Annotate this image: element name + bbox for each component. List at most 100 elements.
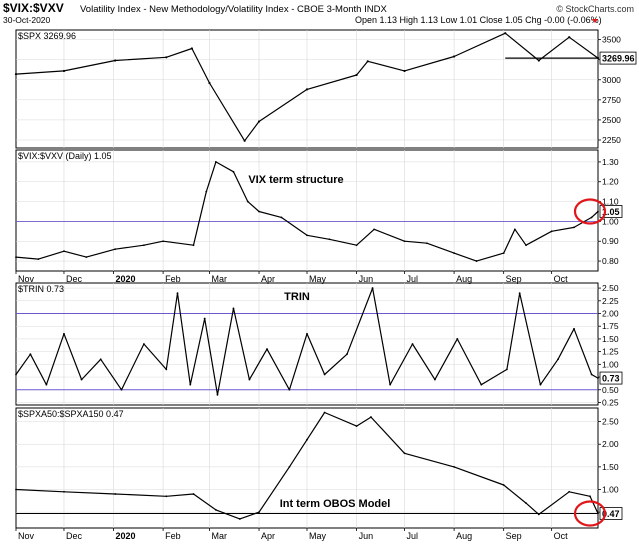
data-point	[590, 373, 593, 376]
data-point	[539, 383, 542, 386]
stockcharts-watermark: © StockCharts.com	[556, 4, 634, 14]
y-tick-label: 2250	[602, 135, 621, 145]
data-point	[518, 292, 521, 295]
data-point	[214, 161, 217, 163]
x-tick-label: Dec	[66, 274, 83, 284]
data-point	[114, 59, 117, 62]
data-point	[248, 378, 251, 381]
data-point	[29, 353, 32, 356]
data-point	[426, 242, 428, 245]
data-point	[403, 69, 406, 73]
data-point	[323, 373, 326, 376]
data-point	[232, 170, 235, 173]
x-tick-label: Dec	[66, 531, 83, 541]
y-tick-label: 2.50	[602, 283, 619, 293]
data-point	[355, 73, 358, 77]
panel-label: $TRIN 0.73	[18, 284, 64, 294]
x-tick-label: Nov	[18, 274, 35, 284]
data-point	[258, 210, 260, 213]
data-point	[62, 69, 66, 73]
x-tick-label: 2020	[116, 274, 136, 284]
data-point	[143, 244, 145, 247]
data-point	[389, 383, 392, 386]
data-point	[165, 495, 168, 498]
y-tick-label: 1.00	[602, 216, 619, 226]
data-point	[373, 228, 376, 231]
x-tick-label: Jun	[359, 531, 374, 541]
data-point	[162, 240, 164, 243]
x-tick-label: Feb	[165, 531, 181, 541]
data-point	[557, 358, 559, 361]
y-tick-label: 1.30	[602, 157, 619, 167]
highlight-circle	[573, 500, 607, 527]
data-point	[597, 512, 599, 515]
y-tick-label: 1.00	[602, 359, 619, 369]
data-point	[165, 368, 168, 371]
x-tick-label: Nov	[18, 531, 35, 541]
x-tick-label: May	[309, 531, 327, 541]
last-value-label: 0.47	[602, 509, 620, 519]
vix-vxv-panel: 0.80 0.90 1.00 1.10 1.20 1.30 $VIX:$VXV (Daily…	[15, 149, 623, 272]
data-point	[15, 373, 17, 376]
y-tick-label: 2500	[602, 115, 621, 125]
data-point	[266, 348, 268, 350]
data-point	[37, 258, 40, 260]
data-point	[63, 490, 65, 493]
last-value-box	[599, 371, 623, 385]
change-down-arrow-icon	[592, 19, 598, 23]
data-point	[114, 248, 117, 251]
data-point	[192, 244, 195, 247]
data-point	[346, 353, 348, 356]
data-point	[257, 120, 261, 123]
data-point	[63, 250, 65, 253]
data-point	[366, 60, 369, 63]
data-point	[453, 465, 455, 468]
data-point	[15, 256, 17, 259]
last-value-label: 3269.96	[602, 54, 635, 64]
x-tick-label: Mar	[211, 531, 227, 541]
data-point	[176, 292, 179, 295]
data-point	[355, 244, 358, 247]
x-tick-label: Jul	[407, 531, 419, 541]
x-tick-label: Sep	[506, 531, 522, 541]
y-tick-label: 0.80	[602, 256, 619, 266]
x-tick-label: Apr	[261, 274, 275, 284]
y-tick-label: 2.00	[602, 439, 619, 449]
data-point	[192, 493, 195, 495]
data-point	[475, 260, 478, 262]
y-tick-label: 0.25	[602, 397, 619, 407]
x-tick-label: 2020	[116, 531, 136, 541]
data-point	[550, 230, 553, 233]
data-point	[143, 343, 145, 345]
chart-header: $VIX:$VXV Volatility Index - New Methodo…	[3, 1, 634, 25]
data-point	[258, 511, 260, 514]
x-tick-label: May	[309, 274, 327, 284]
data-point	[502, 484, 505, 486]
x-tick-label: Aug	[456, 531, 472, 541]
data-point	[232, 307, 235, 310]
panel-annotation: Int term OBOS Model	[280, 498, 391, 510]
trin-panel: 0.250.500.751.001.251.501.752.002.252.50…	[15, 282, 623, 407]
data-point	[203, 317, 206, 320]
y-tick-label: 2750	[602, 95, 621, 105]
header-symbol: $VIX:$VXV	[3, 1, 64, 15]
data-point	[597, 377, 599, 379]
x-tick-label: Sep	[506, 274, 522, 284]
data-point	[99, 358, 102, 361]
data-point	[525, 502, 527, 504]
data-point	[14, 73, 18, 76]
y-tick-label: 1.00	[602, 485, 619, 495]
data-point	[597, 210, 599, 213]
panel-annotation: VIX term structure	[248, 174, 343, 186]
y-tick-label: 0.90	[602, 236, 619, 246]
data-point	[371, 287, 374, 289]
data-point	[306, 438, 308, 441]
x-tick-label: Aug	[456, 274, 472, 284]
data-point	[403, 240, 406, 243]
header-ohlc: Open 1.13 High 1.13 Low 1.01 Close 1.05 …	[355, 15, 602, 25]
y-tick-label: 3000	[602, 75, 621, 85]
x-axis: Nov Dec 2020 Feb Mar Apr May Jun Jul Aug Sep Oct Nov…	[15, 271, 568, 541]
data-point	[190, 47, 193, 50]
data-point	[589, 495, 591, 498]
